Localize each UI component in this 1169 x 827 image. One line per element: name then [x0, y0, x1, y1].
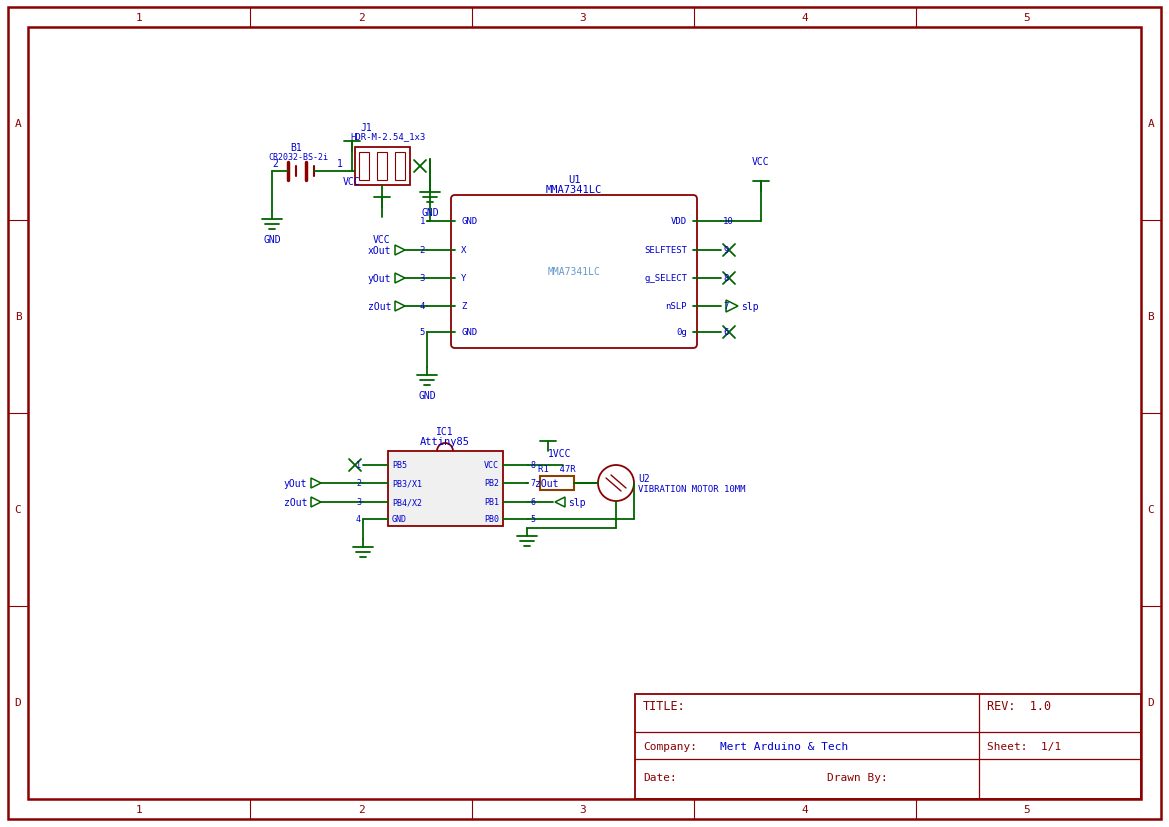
Text: 4: 4: [420, 302, 426, 311]
Bar: [388, 452, 503, 526]
Text: yOut: yOut: [367, 274, 390, 284]
Text: zOut: zOut: [535, 479, 559, 489]
Text: 2: 2: [272, 159, 278, 169]
Text: GND: GND: [419, 390, 436, 400]
Text: 9: 9: [722, 246, 728, 256]
Text: 1: 1: [420, 218, 426, 227]
Text: Z: Z: [461, 302, 466, 311]
Text: VCC: VCC: [484, 461, 499, 470]
Text: Attiny85: Attiny85: [420, 437, 470, 447]
Text: GND: GND: [263, 235, 281, 245]
Text: HDR-M-2.54_1x3: HDR-M-2.54_1x3: [350, 132, 426, 141]
Text: MMA7341LC: MMA7341LC: [547, 266, 601, 277]
Text: zOut: zOut: [367, 302, 390, 312]
Text: VCC: VCC: [344, 177, 361, 187]
Text: 1: 1: [357, 461, 361, 470]
Text: 1: 1: [136, 804, 143, 814]
Text: PB4/X2: PB4/X2: [392, 498, 422, 507]
Text: Sheet:  1/1: Sheet: 1/1: [987, 741, 1061, 751]
Text: 0g: 0g: [676, 328, 687, 337]
Text: B1: B1: [290, 143, 302, 153]
Bar: [635, 694, 1141, 799]
Text: GND: GND: [421, 208, 438, 218]
Text: 2: 2: [357, 479, 361, 488]
Text: C: C: [1148, 504, 1154, 514]
Text: J1: J1: [360, 123, 372, 133]
Text: 5: 5: [420, 328, 426, 337]
Text: 7: 7: [722, 302, 728, 311]
Text: Mert Arduino & Tech: Mert Arduino & Tech: [720, 741, 849, 751]
Text: 1: 1: [337, 159, 343, 169]
Text: Company:: Company:: [643, 741, 697, 751]
Text: 8: 8: [722, 275, 728, 283]
Text: 1: 1: [136, 13, 143, 23]
Text: 2: 2: [358, 804, 365, 814]
Text: PB5: PB5: [392, 461, 407, 470]
Text: R1  47R: R1 47R: [538, 465, 576, 474]
Text: B: B: [15, 312, 21, 322]
Text: 5: 5: [1024, 804, 1030, 814]
Bar: [395, 153, 404, 181]
Text: zOut: zOut: [284, 497, 307, 508]
Bar: [355, 148, 410, 186]
Text: MMA7341LC: MMA7341LC: [546, 184, 602, 195]
Text: 4: 4: [357, 515, 361, 523]
Text: GND: GND: [461, 328, 477, 337]
Text: U1: U1: [568, 174, 580, 184]
Text: slp: slp: [741, 302, 759, 312]
Bar: [359, 153, 369, 181]
Text: xOut: xOut: [367, 246, 390, 256]
Text: PB1: PB1: [484, 498, 499, 507]
Text: B: B: [1148, 312, 1154, 322]
Text: GND: GND: [392, 515, 407, 523]
Text: VCC: VCC: [752, 157, 770, 167]
Bar: [376, 153, 387, 181]
Text: PB3/X1: PB3/X1: [392, 479, 422, 488]
Text: 3: 3: [580, 13, 587, 23]
Text: VCC: VCC: [373, 235, 390, 245]
Text: 1VCC: 1VCC: [548, 448, 572, 458]
Text: 5: 5: [1024, 13, 1030, 23]
Text: VDD: VDD: [671, 218, 687, 227]
Text: PB0: PB0: [484, 515, 499, 523]
Text: X: X: [461, 246, 466, 256]
Text: SELFTEST: SELFTEST: [644, 246, 687, 256]
Text: 6: 6: [530, 498, 535, 507]
Text: 10: 10: [722, 218, 734, 227]
Text: PB2: PB2: [484, 479, 499, 488]
Text: IC1: IC1: [436, 427, 454, 437]
Text: 3: 3: [357, 498, 361, 507]
Text: D: D: [15, 697, 21, 707]
Text: 5: 5: [530, 515, 535, 523]
Text: 4: 4: [802, 13, 809, 23]
Text: TITLE:: TITLE:: [643, 700, 686, 713]
Text: 3: 3: [420, 275, 426, 283]
Text: Date:: Date:: [643, 772, 677, 782]
Text: g_SELECT: g_SELECT: [644, 275, 687, 283]
Text: 4: 4: [802, 804, 809, 814]
Text: U2: U2: [638, 473, 650, 484]
Bar: [540, 476, 574, 490]
Text: 2: 2: [358, 13, 365, 23]
Text: GND: GND: [461, 218, 477, 227]
Text: REV:  1.0: REV: 1.0: [987, 700, 1051, 713]
Text: yOut: yOut: [284, 479, 307, 489]
Text: A: A: [1148, 119, 1154, 129]
Text: nSLP: nSLP: [665, 302, 687, 311]
Text: 7: 7: [530, 479, 535, 488]
Text: VIBRATION MOTOR 10MM: VIBRATION MOTOR 10MM: [638, 485, 746, 494]
Text: 6: 6: [722, 328, 728, 337]
Text: CR2032-BS-2i: CR2032-BS-2i: [268, 152, 328, 161]
Text: A: A: [15, 119, 21, 129]
Text: 8: 8: [530, 461, 535, 470]
Text: 2: 2: [420, 246, 426, 256]
Text: Drawn By:: Drawn By:: [828, 772, 888, 782]
Text: slp: slp: [568, 497, 586, 508]
Text: D: D: [1148, 697, 1154, 707]
Text: Y: Y: [461, 275, 466, 283]
Text: 3: 3: [580, 804, 587, 814]
Text: C: C: [15, 504, 21, 514]
